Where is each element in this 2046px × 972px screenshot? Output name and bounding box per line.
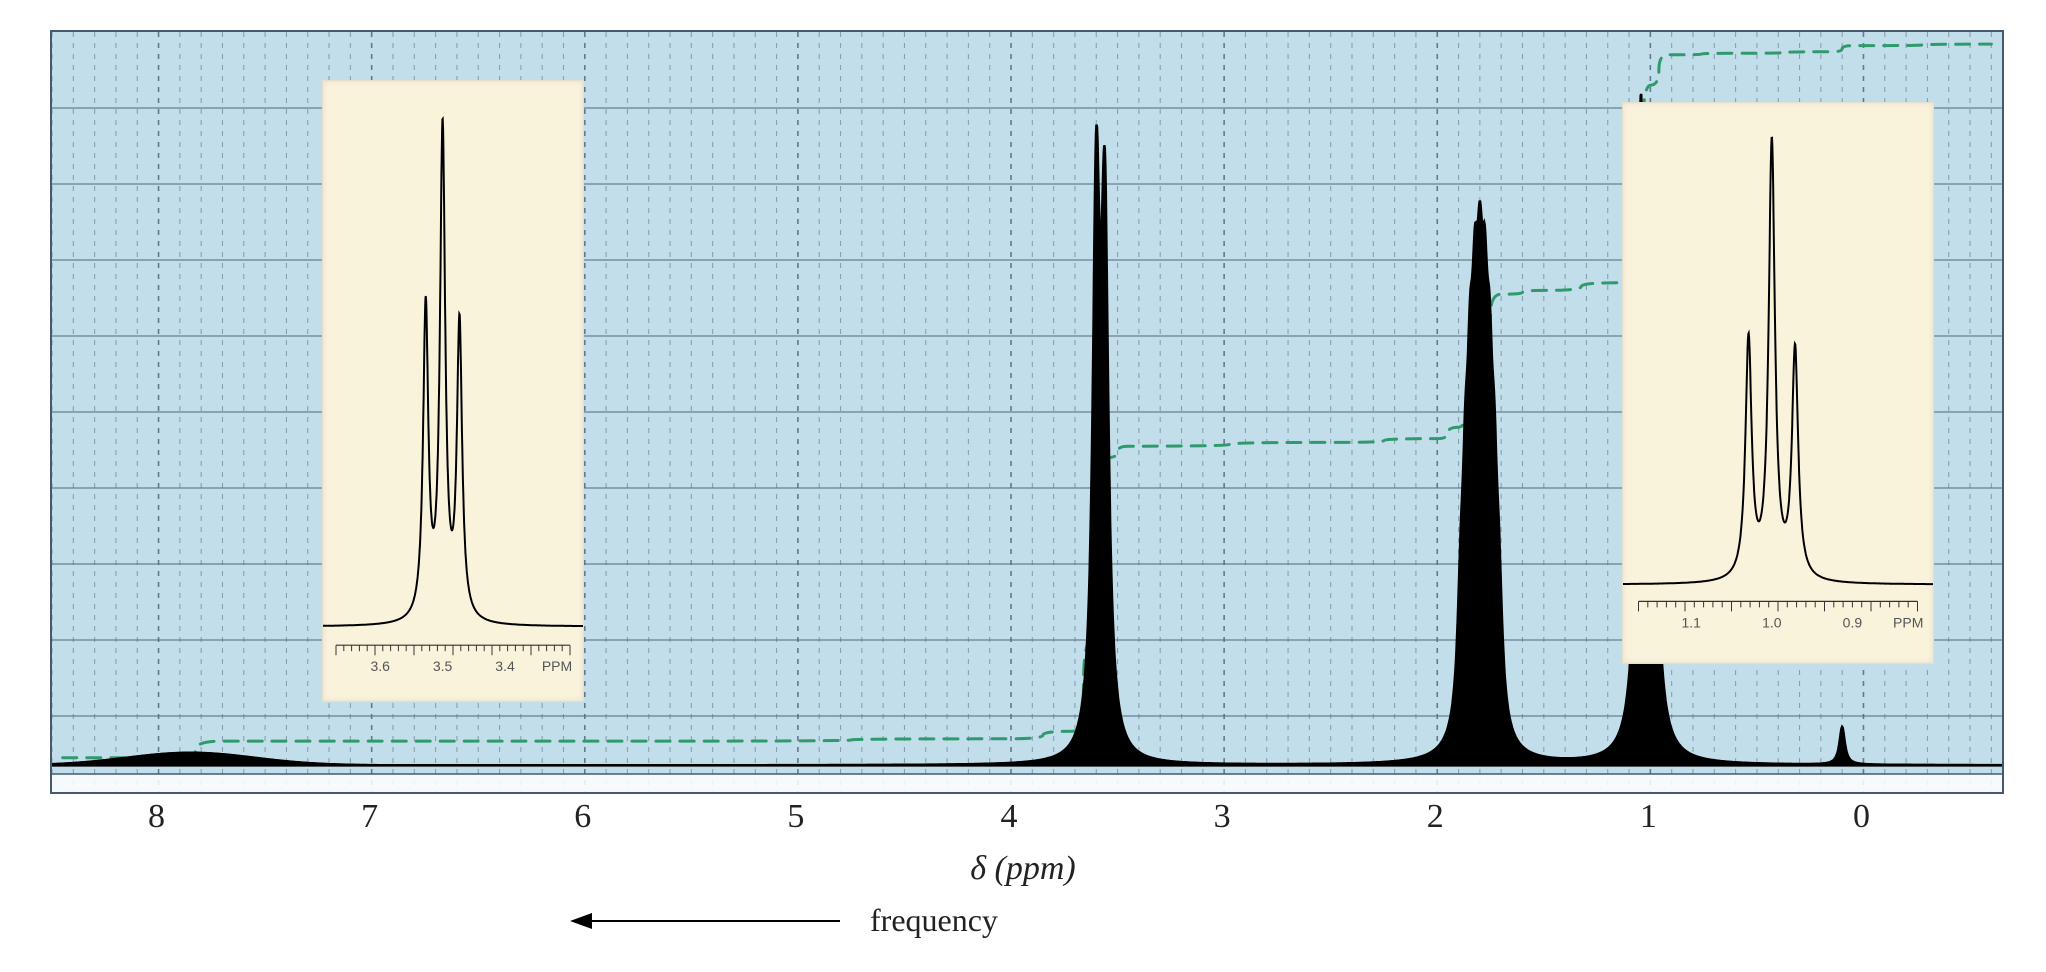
x-tick-label: 2 bbox=[1427, 798, 1444, 836]
inset-right-expansion: 1.1 1.0 0.9 PPM bbox=[1622, 102, 1934, 664]
svg-text:3.4: 3.4 bbox=[495, 658, 515, 674]
svg-text:1.1: 1.1 bbox=[1681, 614, 1701, 630]
frequency-arrow-line bbox=[590, 920, 840, 922]
x-tick-label: 5 bbox=[787, 798, 804, 836]
x-axis-title-text: δ (ppm) bbox=[970, 850, 1076, 887]
x-tick-label: 1 bbox=[1640, 798, 1657, 836]
x-tick-label: 0 bbox=[1853, 798, 1870, 836]
x-tick-label: 8 bbox=[148, 798, 165, 836]
svg-text:PPM: PPM bbox=[1893, 614, 1923, 630]
x-axis-labels: 8 7 6 5 4 3 2 1 0 bbox=[50, 798, 2000, 838]
inset-right-svg: 1.1 1.0 0.9 PPM bbox=[1623, 103, 1933, 663]
frequency-label: frequency bbox=[870, 902, 998, 939]
inset-left-expansion: 3.6 3.5 3.4 PPM bbox=[322, 80, 584, 702]
frequency-label-text: frequency bbox=[870, 902, 998, 938]
svg-text:3.6: 3.6 bbox=[370, 658, 390, 674]
nmr-spectrum-figure: 3.6 3.5 3.4 PPM 1.1 1.0 0.9 PPM 8 7 6 5 4 3 2 1 0 δ (p… bbox=[20, 20, 2026, 952]
svg-text:1.0: 1.0 bbox=[1762, 614, 1782, 630]
x-tick-label: 6 bbox=[574, 798, 591, 836]
plot-area: 3.6 3.5 3.4 PPM 1.1 1.0 0.9 PPM bbox=[50, 30, 2004, 794]
x-axis-title: δ (ppm) bbox=[970, 850, 1076, 888]
x-tick-label: 4 bbox=[1001, 798, 1018, 836]
svg-text:0.9: 0.9 bbox=[1843, 614, 1863, 630]
inset-left-svg: 3.6 3.5 3.4 PPM bbox=[323, 81, 583, 701]
svg-text:3.5: 3.5 bbox=[433, 658, 453, 674]
svg-text:PPM: PPM bbox=[542, 658, 572, 674]
frequency-arrow-head bbox=[570, 913, 592, 929]
x-tick-label: 7 bbox=[361, 798, 378, 836]
x-tick-label: 3 bbox=[1214, 798, 1231, 836]
